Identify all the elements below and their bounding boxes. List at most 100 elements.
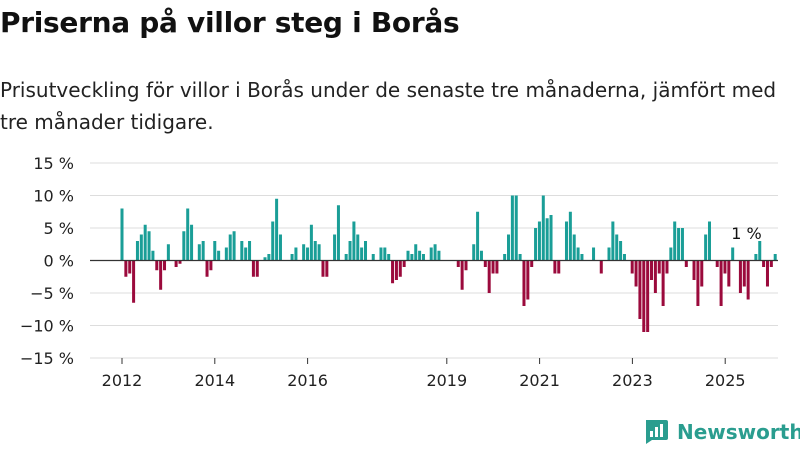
bar — [549, 215, 553, 261]
bar — [278, 234, 282, 261]
bar — [197, 244, 201, 261]
bar — [545, 218, 549, 261]
bar — [599, 260, 603, 274]
x-tick-label: 2021 — [519, 371, 560, 390]
bar — [391, 260, 395, 284]
bar — [251, 260, 255, 277]
bar — [414, 244, 418, 261]
bar — [313, 241, 317, 261]
bar — [622, 254, 626, 261]
bar — [630, 260, 634, 274]
brand-logo: Newsworthy — [643, 419, 800, 445]
bar — [487, 260, 491, 293]
bar — [507, 234, 511, 261]
bar — [348, 241, 352, 261]
bar — [174, 260, 178, 267]
bars — [120, 195, 777, 332]
bar — [472, 244, 476, 261]
bar — [387, 254, 391, 261]
brand-name: Newsworthy — [677, 420, 800, 444]
bar — [302, 244, 306, 261]
bar — [294, 247, 298, 261]
bar — [255, 260, 259, 277]
bar — [665, 260, 669, 274]
bar — [700, 260, 704, 287]
bar — [406, 250, 410, 261]
bar — [201, 241, 205, 261]
bar — [163, 260, 167, 271]
bar — [147, 231, 151, 261]
x-tick-label: 2023 — [612, 371, 653, 390]
bar — [495, 260, 499, 274]
bar — [491, 260, 495, 274]
bar — [205, 260, 209, 277]
bar — [306, 247, 310, 261]
y-tick-label: −5 % — [30, 284, 74, 303]
bar — [182, 231, 186, 261]
bar — [139, 234, 143, 261]
bar — [534, 228, 538, 261]
chart-title: Priserna på villor steg i Borås — [0, 6, 460, 39]
annotations: 1 % — [731, 224, 761, 243]
bar — [209, 260, 213, 271]
bar — [360, 247, 364, 261]
bar — [124, 260, 128, 277]
bar — [592, 247, 596, 261]
bar — [769, 260, 773, 267]
bar — [224, 247, 228, 261]
bar — [611, 221, 615, 261]
x-tick-label: 2012 — [102, 371, 143, 390]
bar — [275, 198, 279, 261]
bar — [476, 211, 480, 261]
bar — [696, 260, 700, 306]
x-tick-label: 2016 — [287, 371, 328, 390]
bar — [186, 208, 190, 261]
bar — [190, 224, 194, 261]
bar — [437, 250, 441, 261]
bar — [510, 195, 514, 261]
bar — [371, 254, 375, 261]
bar — [677, 228, 681, 261]
bar — [352, 221, 356, 261]
bar — [619, 241, 623, 261]
bar — [742, 260, 746, 287]
bar — [719, 260, 723, 306]
latest-value-annotation: 1 % — [731, 224, 761, 243]
bar — [526, 260, 530, 300]
x-tick-label: 2025 — [705, 371, 746, 390]
bar — [433, 244, 437, 261]
bar — [762, 260, 766, 267]
bar — [503, 254, 507, 261]
bar — [166, 244, 170, 261]
y-tick-label: −15 % — [20, 349, 74, 368]
y-tick-label: 10 % — [33, 187, 74, 206]
bar — [248, 241, 252, 261]
bar — [135, 241, 139, 261]
bar — [410, 254, 414, 261]
bar — [418, 250, 422, 261]
bar — [723, 260, 727, 274]
bar — [290, 254, 294, 261]
bar — [483, 260, 487, 267]
bar — [325, 260, 329, 277]
bar — [213, 241, 217, 261]
bar — [537, 221, 541, 261]
bar — [336, 205, 340, 261]
bar — [553, 260, 557, 274]
x-tick-label: 2014 — [194, 371, 235, 390]
x-tick-labels: 2012 2014 2016 2019 2021 2023 2025 — [102, 358, 746, 390]
bar — [514, 195, 518, 261]
bar — [143, 224, 147, 261]
bar — [518, 254, 522, 261]
bar — [634, 260, 638, 287]
bar — [178, 260, 182, 264]
bar — [421, 254, 425, 261]
bar — [356, 234, 360, 261]
y-tick-label: 15 % — [33, 154, 74, 173]
bar — [727, 260, 731, 287]
bar — [650, 260, 654, 280]
bar — [580, 254, 584, 261]
bar — [738, 260, 742, 293]
x-tick-label: 2019 — [426, 371, 467, 390]
